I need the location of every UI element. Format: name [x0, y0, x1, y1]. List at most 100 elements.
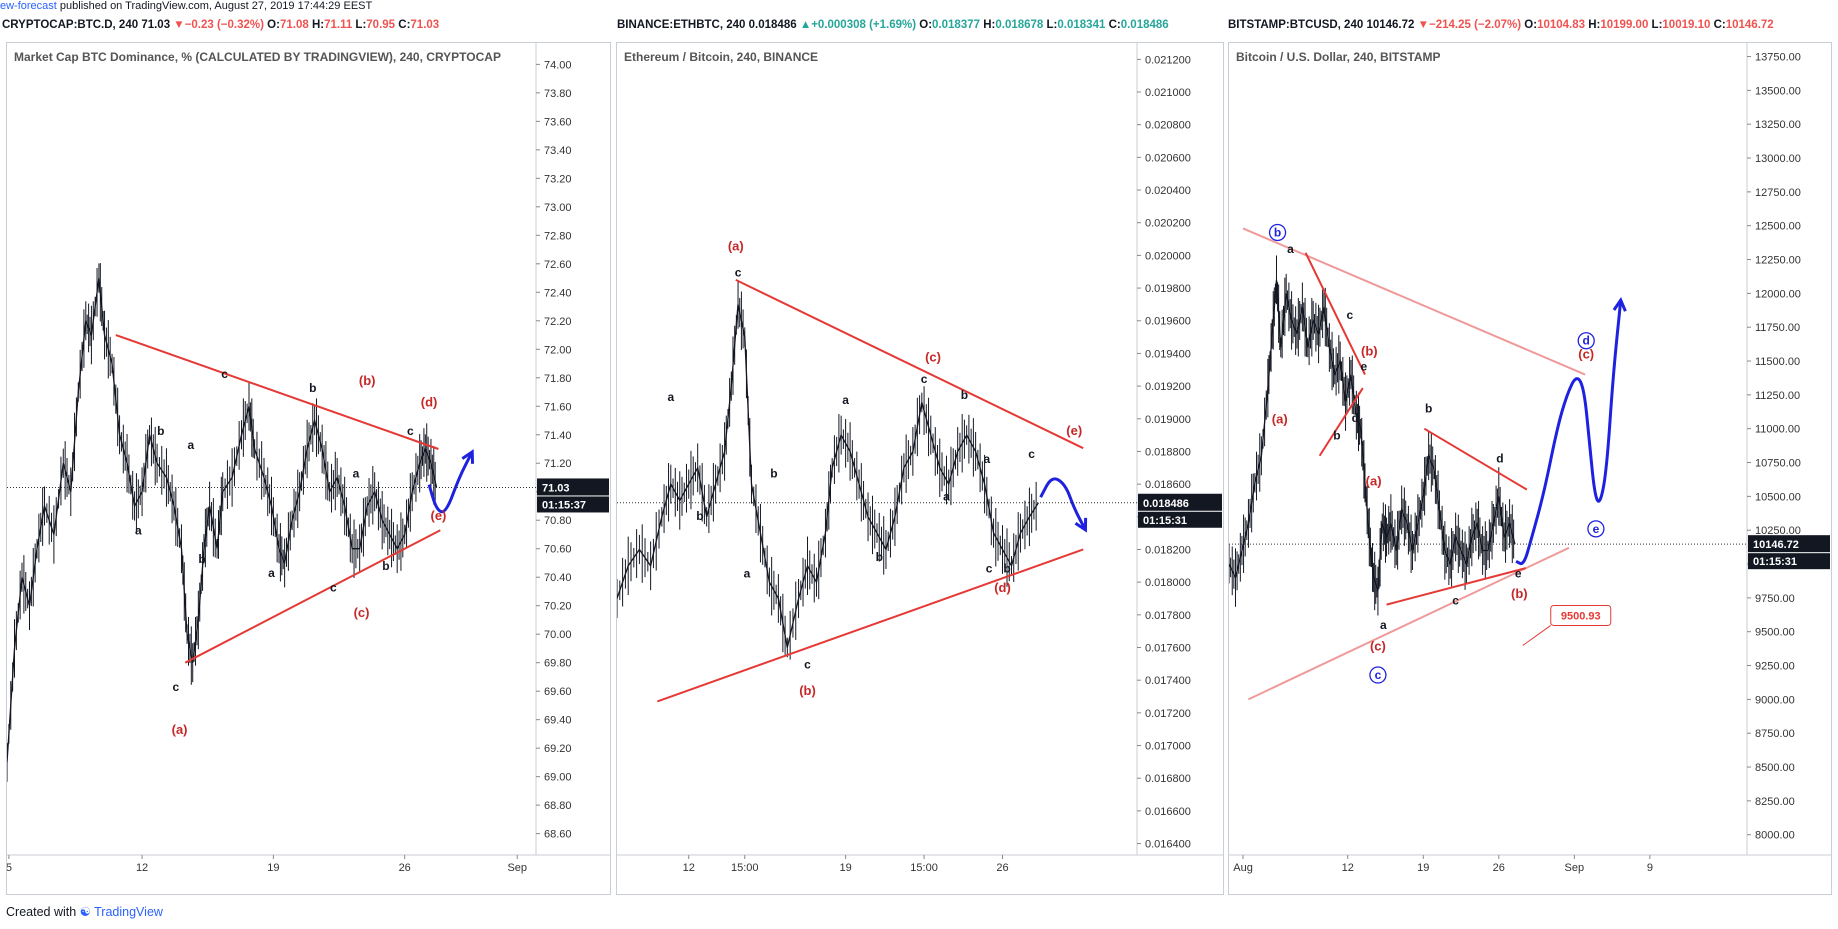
countdown-badge	[1138, 511, 1222, 528]
wave-label: c	[1375, 668, 1382, 682]
x-tick-label: 9	[1647, 862, 1653, 874]
y-tick-label: 72.80	[544, 230, 572, 242]
chart-svg-btc-dominance: Market Cap BTC Dominance, % (CALCULATED …	[6, 43, 610, 874]
wave-label: b	[157, 424, 164, 438]
trendline	[1247, 546, 1570, 701]
wave-label: b	[198, 552, 205, 566]
y-tick-label: 70.20	[544, 601, 572, 613]
y-tick-label: 0.018000	[1145, 577, 1191, 589]
triangle-up-icon: ▲	[799, 19, 812, 31]
y-tick-label: 73.40	[544, 145, 572, 157]
triangle-down-icon: ▼	[173, 19, 185, 31]
y-tick-label: 0.018200	[1145, 544, 1191, 556]
legend-o-value: 0.018377	[932, 19, 984, 31]
y-tick-label: 70.60	[544, 544, 572, 556]
legend-c-label: C:	[1108, 19, 1121, 31]
y-tick-label: 69.00	[544, 772, 572, 784]
tradingview-logo-icon: ☯	[79, 905, 91, 919]
wave-label: a	[667, 390, 674, 404]
y-tick-label: 0.020400	[1145, 185, 1191, 197]
chart-panel-ethbtc[interactable]: Ethereum / Bitcoin, 240, BINANCE 0.021200…	[616, 42, 1224, 895]
legend-c-value: 0.018486	[1120, 19, 1169, 31]
x-tick-label: 5	[7, 862, 12, 874]
wave-label: (a)	[728, 238, 744, 253]
legend-change: −0.23 (−0.32%)	[184, 19, 268, 31]
author-link[interactable]: ew-forecast	[0, 0, 57, 12]
y-tick-label: 11750.00	[1755, 322, 1800, 334]
y-tick-label: 73.80	[544, 88, 572, 100]
x-tick-label: Sep	[507, 862, 527, 874]
y-tick-label: 70.00	[544, 629, 572, 641]
x-tick-label: Aug	[1233, 862, 1253, 874]
projection-path	[427, 451, 474, 514]
wave-label: d	[1496, 452, 1503, 466]
legend-change: −214.25 (−2.07%)	[1429, 19, 1525, 31]
x-tick-label: 26	[996, 862, 1008, 874]
legend-btc-dominance: CRYPTOCAP:BTC.D, 240 71.03 ▼−0.23 (−0.32…	[2, 19, 439, 31]
plot-area	[617, 279, 1088, 703]
legend-c-value: 10146.72	[1725, 19, 1774, 31]
wave-label: b	[1003, 561, 1010, 575]
x-tick-label: 15:00	[731, 862, 759, 874]
price-callout-label: 9500.93	[1561, 610, 1601, 622]
x-tick-label: 19	[839, 862, 851, 874]
x-tick-label: 19	[267, 862, 279, 874]
wave-label: a	[744, 566, 751, 580]
y-tick-label: 68.80	[544, 800, 572, 812]
y-tick-label: 69.60	[544, 686, 572, 698]
chart-title: Ethereum / Bitcoin, 240, BINANCE	[624, 50, 818, 64]
y-tick-label: 0.018600	[1145, 479, 1191, 491]
wave-label: d	[1352, 411, 1359, 425]
legend-symbol: CRYPTOCAP:BTC.D, 240	[2, 19, 142, 31]
wave-label: c	[986, 561, 993, 575]
y-tick-label: 0.017000	[1145, 741, 1191, 753]
legend-o-value: 71.08	[279, 19, 312, 31]
wave-label: b	[961, 388, 968, 402]
wave-label: (a)	[172, 722, 188, 737]
y-tick-label: 0.021000	[1145, 87, 1191, 99]
y-tick-label: 8750.00	[1755, 728, 1795, 740]
y-tick-label: 12500.00	[1755, 221, 1801, 233]
chart-title: Market Cap BTC Dominance, % (CALCULATED …	[14, 50, 501, 64]
wave-label: c	[804, 658, 811, 672]
wave-label: (c)	[1370, 639, 1386, 654]
y-tick-label: 0.021200	[1145, 54, 1191, 66]
footer-brand[interactable]: TradingView	[94, 905, 163, 919]
trendline	[1242, 227, 1586, 376]
legend-h-value: 10199.00	[1600, 19, 1652, 31]
y-tick-label: 10250.00	[1755, 525, 1801, 537]
legend-change: +0.000308 (+1.69%)	[811, 19, 920, 31]
chart-svg-btcusd: Bitcoin / U.S. Dollar, 240, BITSTAMP 1375…	[1229, 43, 1831, 874]
y-tick-label: 0.017400	[1145, 675, 1191, 687]
y-tick-label: 9500.00	[1755, 627, 1795, 639]
countdown-label: 01:15:31	[1143, 515, 1187, 527]
wave-label: b	[1425, 401, 1432, 415]
wave-label: c	[407, 424, 414, 438]
legend-o-value: 10104.83	[1537, 19, 1589, 31]
wave-label: (e)	[431, 508, 447, 523]
countdown-badge	[537, 496, 609, 513]
wave-label: a	[842, 393, 849, 407]
wave-label: c	[172, 680, 179, 694]
countdown-label: 01:15:37	[542, 499, 586, 511]
last-price-badge	[537, 478, 609, 496]
trendline	[1318, 387, 1364, 457]
y-tick-label: 13250.00	[1755, 119, 1801, 131]
y-tick-label: 8000.00	[1755, 830, 1795, 842]
wave-label: a	[268, 566, 275, 580]
legend-l-value: 70.95	[366, 19, 399, 31]
y-tick-label: 71.60	[544, 401, 572, 413]
y-tick-label: 70.40	[544, 572, 572, 584]
y-tick-label: 10750.00	[1755, 458, 1801, 470]
chart-panel-btcusd[interactable]: Bitcoin / U.S. Dollar, 240, BITSTAMP 1375…	[1228, 42, 1832, 895]
chart-panel-btc-dominance[interactable]: Market Cap BTC Dominance, % (CALCULATED …	[6, 42, 611, 895]
countdown-badge	[1748, 553, 1830, 570]
wave-label: (c)	[354, 605, 370, 620]
legend-o-label: O:	[1524, 19, 1538, 31]
x-tick-label: 19	[1417, 862, 1429, 874]
trendline	[1304, 252, 1366, 376]
countdown-label: 01:15:31	[1753, 556, 1797, 568]
wave-label: (b)	[1361, 344, 1378, 359]
projection-arrowhead-icon	[461, 449, 475, 464]
legend-c-label: C:	[398, 19, 411, 31]
